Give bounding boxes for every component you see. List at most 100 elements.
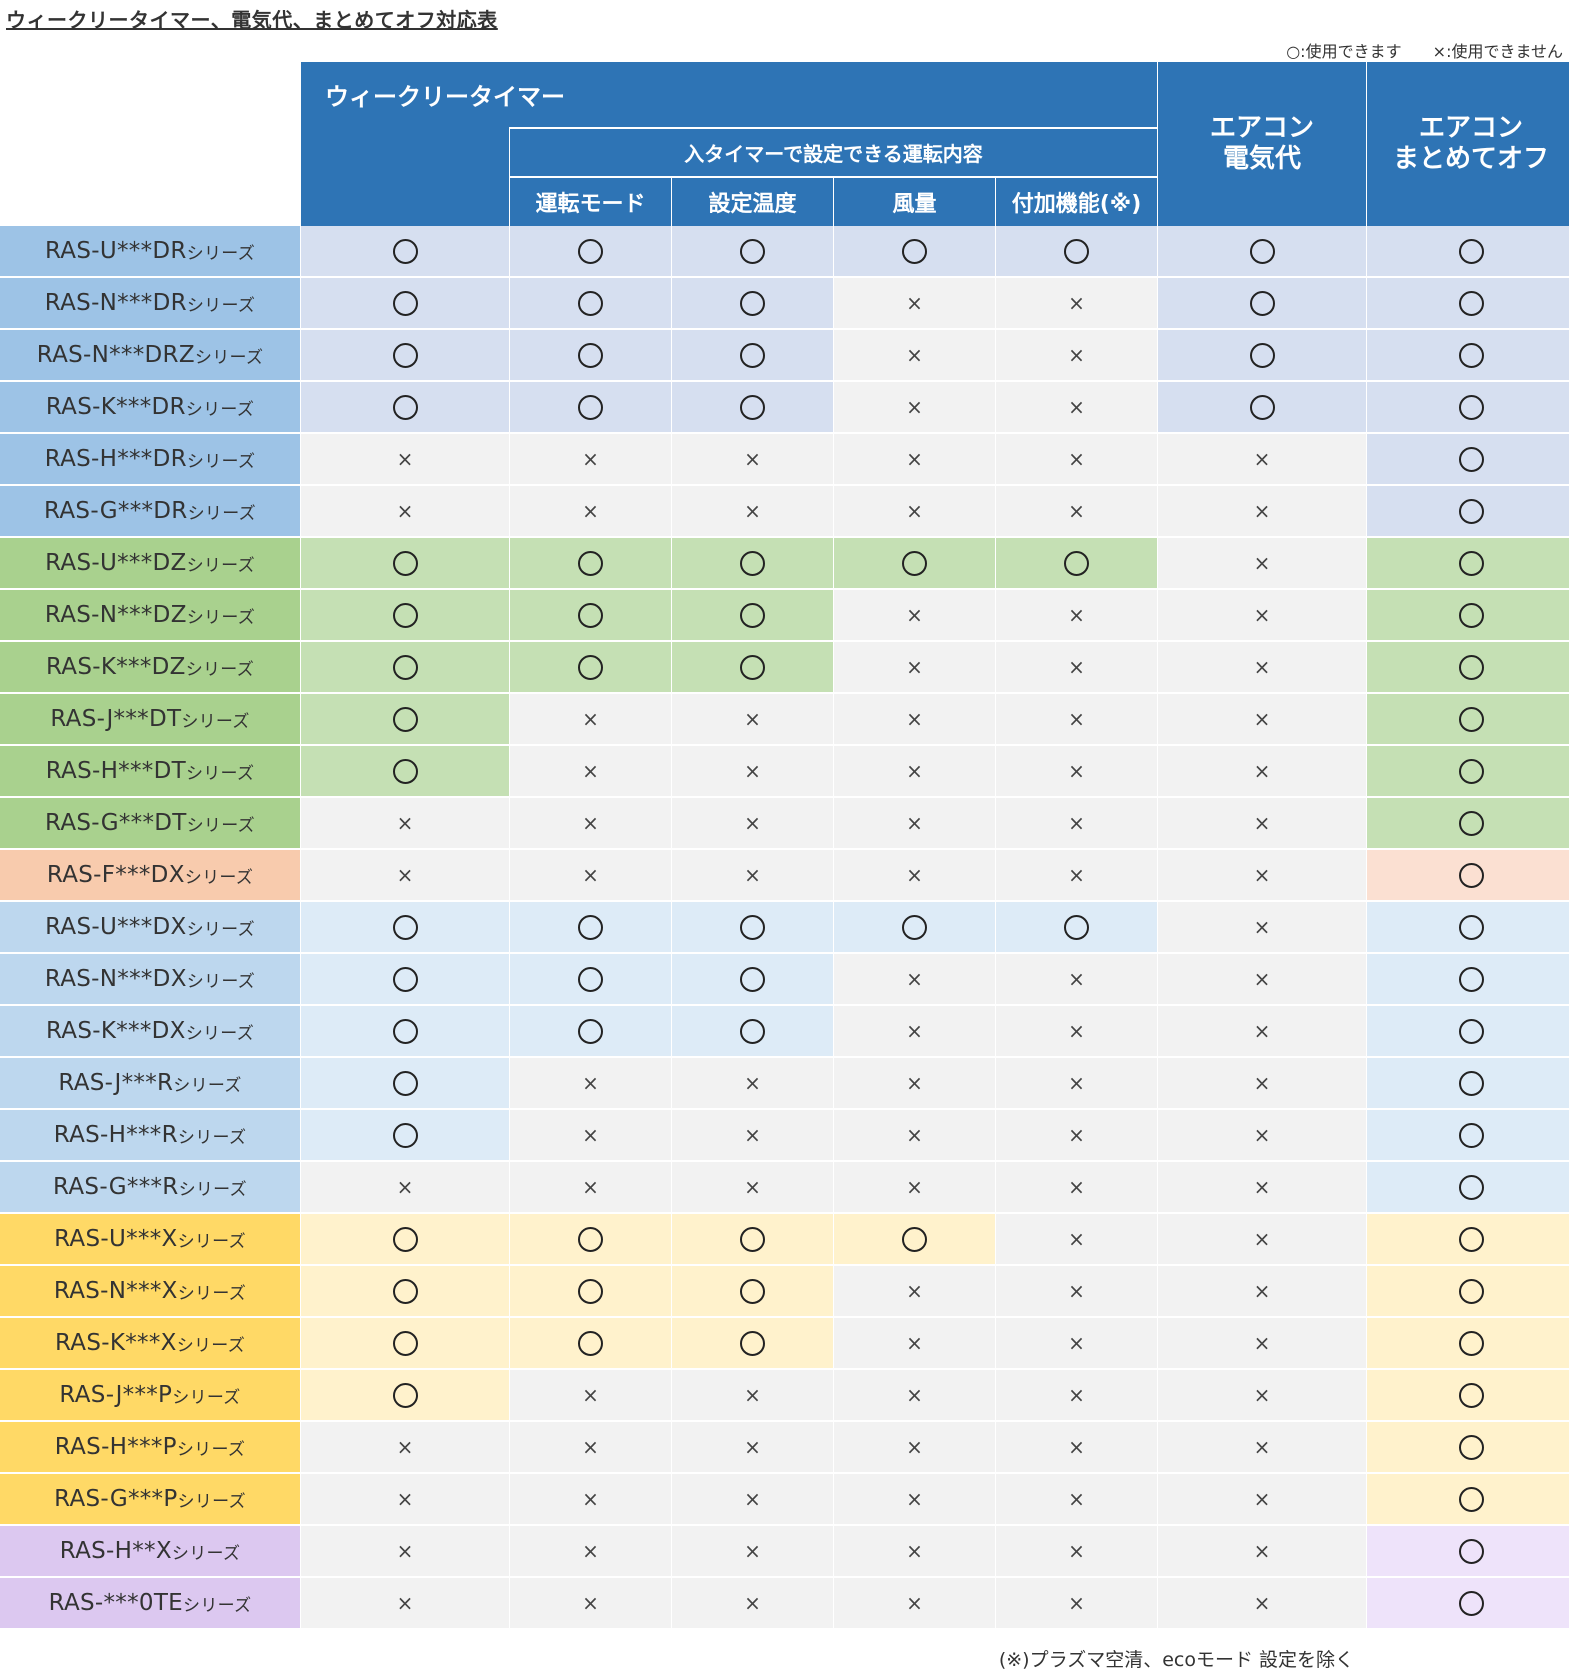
header-timer-settings: 入タイマーで設定できる運転内容 bbox=[510, 127, 1157, 178]
unsupported-mark: × bbox=[744, 811, 761, 835]
header-electricity-line1: エアコン bbox=[1209, 112, 1314, 143]
unsupported-mark: × bbox=[1253, 1071, 1271, 1095]
support-cell: × bbox=[834, 330, 995, 382]
support-cell bbox=[1367, 954, 1569, 1006]
unsupported-mark: × bbox=[1253, 759, 1271, 783]
supported-mark bbox=[1458, 1018, 1484, 1044]
support-cell: × bbox=[1158, 1214, 1366, 1266]
support-cell bbox=[510, 954, 671, 1006]
model-name: RAS-H***P bbox=[54, 1434, 177, 1460]
model-name: RAS-U***DR bbox=[44, 238, 187, 264]
model-suffix: シリーズ bbox=[185, 399, 255, 420]
support-cell bbox=[1367, 694, 1569, 746]
support-cell: × bbox=[1158, 642, 1366, 694]
unsupported-mark: × bbox=[906, 707, 923, 731]
model-label: RAS-N***X シリーズ bbox=[0, 1266, 300, 1318]
supported-mark bbox=[740, 602, 765, 628]
support-cell bbox=[301, 1058, 509, 1110]
support-cell bbox=[1158, 382, 1366, 434]
model-name: RAS-G***R bbox=[53, 1174, 179, 1200]
unsupported-mark: × bbox=[906, 291, 923, 315]
header-weekly-timer-spacer bbox=[301, 127, 509, 226]
model-name: RAS-G***DT bbox=[45, 810, 187, 836]
support-cell: × bbox=[672, 1526, 833, 1578]
support-cell: × bbox=[834, 1058, 995, 1110]
support-cell bbox=[1367, 1266, 1569, 1318]
model-name: RAS-N***DR bbox=[44, 290, 187, 316]
unsupported-mark: × bbox=[1068, 1227, 1085, 1251]
support-cell bbox=[1367, 226, 1569, 278]
support-cell: × bbox=[996, 746, 1157, 798]
supported-mark bbox=[578, 1278, 603, 1304]
unsupported-mark: × bbox=[396, 1539, 414, 1563]
support-cell: × bbox=[672, 1474, 833, 1526]
support-cell bbox=[1367, 746, 1569, 798]
supported-mark bbox=[1249, 342, 1275, 368]
support-cell: × bbox=[996, 1474, 1157, 1526]
unsupported-mark: × bbox=[744, 863, 761, 887]
support-cell: × bbox=[1158, 434, 1366, 486]
unsupported-mark: × bbox=[1068, 1279, 1085, 1303]
unsupported-mark: × bbox=[1068, 343, 1085, 367]
support-cell: × bbox=[510, 1110, 671, 1162]
support-cell: × bbox=[1158, 1162, 1366, 1214]
support-cell bbox=[510, 642, 671, 694]
support-cell: × bbox=[672, 746, 833, 798]
unsupported-mark: × bbox=[396, 1175, 414, 1199]
support-cell: × bbox=[301, 434, 509, 486]
supported-mark bbox=[1458, 394, 1484, 420]
model-label: RAS-J***P シリーズ bbox=[0, 1370, 300, 1422]
support-cell: × bbox=[672, 850, 833, 902]
model-suffix: シリーズ bbox=[177, 1231, 246, 1252]
supported-mark bbox=[1458, 1070, 1484, 1096]
supported-mark bbox=[1458, 914, 1484, 940]
supported-mark bbox=[1458, 550, 1484, 576]
supported-mark bbox=[1458, 1330, 1484, 1356]
legend-no: ×:使用できません bbox=[1432, 42, 1563, 61]
model-suffix: シリーズ bbox=[185, 763, 255, 784]
unsupported-mark: × bbox=[1253, 1175, 1271, 1199]
model-name: RAS-U***DX bbox=[45, 914, 187, 940]
unsupported-mark: × bbox=[744, 1123, 761, 1147]
supported-mark bbox=[1458, 966, 1484, 992]
supported-mark bbox=[740, 1278, 765, 1304]
support-cell: × bbox=[672, 1578, 833, 1630]
support-cell bbox=[301, 330, 509, 382]
unsupported-mark: × bbox=[582, 1487, 599, 1511]
unsupported-mark: × bbox=[1068, 291, 1085, 315]
model-name: RAS-F***DX bbox=[46, 862, 185, 888]
unsupported-mark: × bbox=[1068, 811, 1085, 835]
supported-mark bbox=[578, 1330, 603, 1356]
model-suffix: シリーズ bbox=[186, 971, 256, 992]
support-cell bbox=[672, 1214, 833, 1266]
unsupported-mark: × bbox=[1253, 1435, 1271, 1459]
unsupported-mark: × bbox=[1253, 1019, 1271, 1043]
supported-mark bbox=[578, 966, 603, 992]
unsupported-mark: × bbox=[1253, 707, 1271, 731]
supported-mark bbox=[1458, 446, 1484, 472]
model-label: RAS-J***R シリーズ bbox=[0, 1058, 300, 1110]
supported-mark bbox=[578, 602, 603, 628]
supported-mark bbox=[740, 1018, 765, 1044]
support-cell: × bbox=[996, 1370, 1157, 1422]
support-cell bbox=[672, 1006, 833, 1058]
model-suffix: シリーズ bbox=[186, 815, 255, 836]
model-label: RAS-N***DR シリーズ bbox=[0, 278, 300, 330]
support-cell: × bbox=[672, 798, 833, 850]
support-cell: × bbox=[996, 1422, 1157, 1474]
support-cell: × bbox=[834, 1474, 995, 1526]
model-suffix: シリーズ bbox=[186, 451, 256, 472]
support-cell bbox=[834, 902, 995, 954]
support-cell: × bbox=[996, 434, 1157, 486]
unsupported-mark: × bbox=[744, 1487, 761, 1511]
support-cell bbox=[1367, 1006, 1569, 1058]
model-label: RAS-U***X シリーズ bbox=[0, 1214, 300, 1266]
unsupported-mark: × bbox=[1253, 1279, 1271, 1303]
support-cell: × bbox=[834, 746, 995, 798]
unsupported-mark: × bbox=[906, 1435, 923, 1459]
support-cell bbox=[510, 330, 671, 382]
model-suffix: シリーズ bbox=[172, 1387, 241, 1408]
supported-mark bbox=[1458, 706, 1484, 732]
support-cell: × bbox=[301, 1422, 509, 1474]
supported-mark bbox=[1458, 342, 1484, 368]
